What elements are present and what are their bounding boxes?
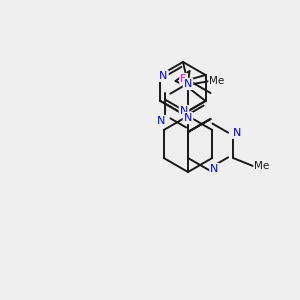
Text: Me: Me xyxy=(209,76,225,86)
Text: N: N xyxy=(180,106,188,116)
Text: F: F xyxy=(180,74,187,84)
Text: N: N xyxy=(233,128,241,138)
Text: N: N xyxy=(159,71,168,81)
Text: N: N xyxy=(184,113,192,123)
Text: N: N xyxy=(157,116,166,126)
Text: N: N xyxy=(210,164,219,174)
Text: N: N xyxy=(184,79,192,89)
Text: Me: Me xyxy=(254,161,270,171)
